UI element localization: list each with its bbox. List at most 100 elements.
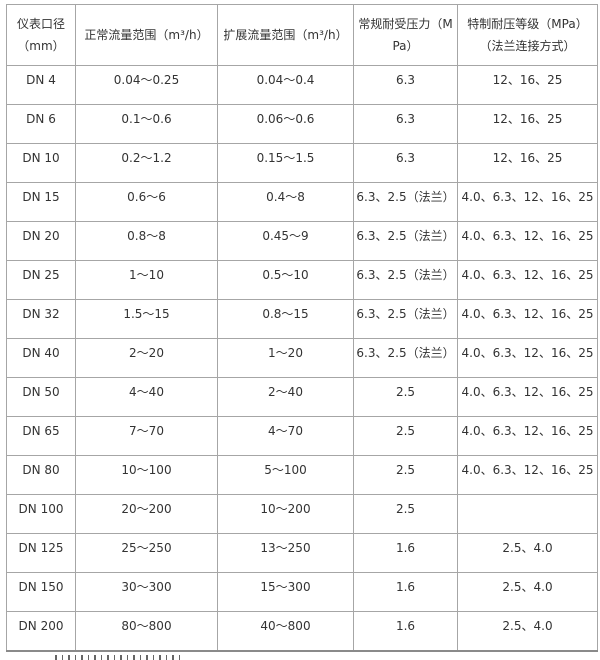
cell-diameter: DN 40 (6, 338, 76, 378)
cell-diameter: DN 200 (6, 611, 76, 652)
cell-extended-flow-range: 0.45～9 (217, 221, 354, 261)
cell-diameter: DN 150 (6, 572, 76, 612)
header-row: 仪表口径（mm） 正常流量范围（m³/h） 扩展流量范围（m³/h） 常规耐受压… (6, 4, 598, 66)
table-row: DN 125 25～250 13～250 1.6 2.5、4.0 (6, 533, 598, 573)
cell-normal-flow-range: 2～20 (75, 338, 218, 378)
cell-extended-flow-range: 5～100 (217, 455, 354, 495)
cell-extended-flow-range: 0.06～0.6 (217, 104, 354, 144)
cell-special-pressure: 4.0、6.3、12、16、25 (457, 182, 598, 222)
table-row: DN 4 0.04～0.25 0.04～0.4 6.3 12、16、25 (6, 65, 598, 105)
cell-standard-pressure: 2.5 (353, 494, 458, 534)
cell-normal-flow-range: 0.6～6 (75, 182, 218, 222)
cell-standard-pressure: 6.3、2.5（法兰） (353, 221, 458, 261)
table-row: DN 40 2～20 1～20 6.3、2.5（法兰） 4.0、6.3、12、16、25 (6, 338, 598, 378)
cell-extended-flow-range: 10～200 (217, 494, 354, 534)
table-row: DN 10 0.2～1.2 0.15～1.5 6.3 12、16、25 (6, 143, 598, 183)
column-header-special-pressure: 特制耐压等级（MPa）（法兰连接方式） (457, 4, 598, 66)
table-row: DN 25 1～10 0.5～10 6.3、2.5（法兰） 4.0、6.3、12、16、… (6, 260, 598, 300)
cell-standard-pressure: 6.3 (353, 104, 458, 144)
cell-special-pressure (457, 494, 598, 534)
cell-extended-flow-range: 0.5～10 (217, 260, 354, 300)
cell-diameter: DN 4 (6, 65, 76, 105)
flow-meter-spec-table: 仪表口径（mm） 正常流量范围（m³/h） 扩展流量范围（m³/h） 常规耐受压… (6, 4, 598, 652)
column-header-extended-flow-range: 扩展流量范围（m³/h） (217, 4, 354, 66)
table-row: DN 6 0.1～0.6 0.06～0.6 6.3 12、16、25 (6, 104, 598, 144)
cell-normal-flow-range: 7～70 (75, 416, 218, 456)
cell-special-pressure: 4.0、6.3、12、16、25 (457, 377, 598, 417)
cell-extended-flow-range: 13～250 (217, 533, 354, 573)
table-row: DN 15 0.6～6 0.4～8 6.3、2.5（法兰） 4.0、6.3、12、16、… (6, 182, 598, 222)
table-row: DN 80 10～100 5～100 2.5 4.0、6.3、12、16、25 (6, 455, 598, 495)
cell-diameter: DN 125 (6, 533, 76, 573)
cell-standard-pressure: 6.3 (353, 65, 458, 105)
cell-normal-flow-range: 1～10 (75, 260, 218, 300)
cell-normal-flow-range: 30～300 (75, 572, 218, 612)
cell-special-pressure: 4.0、6.3、12、16、25 (457, 455, 598, 495)
table-row: DN 150 30～300 15～300 1.6 2.5、4.0 (6, 572, 598, 612)
cell-normal-flow-range: 10～100 (75, 455, 218, 495)
cell-diameter: DN 80 (6, 455, 76, 495)
table-row: DN 32 1.5～15 0.8～15 6.3、2.5（法兰） 4.0、6.3、12、1… (6, 299, 598, 339)
cell-standard-pressure: 2.5 (353, 377, 458, 417)
cell-standard-pressure: 2.5 (353, 416, 458, 456)
table-row: DN 100 20～200 10～200 2.5 (6, 494, 598, 534)
cell-special-pressure: 4.0、6.3、12、16、25 (457, 338, 598, 378)
cell-diameter: DN 15 (6, 182, 76, 222)
cell-extended-flow-range: 0.04～0.4 (217, 65, 354, 105)
cell-diameter: DN 6 (6, 104, 76, 144)
cell-extended-flow-range: 0.4～8 (217, 182, 354, 222)
cell-normal-flow-range: 80～800 (75, 611, 218, 652)
cell-special-pressure: 2.5、4.0 (457, 533, 598, 573)
column-header-normal-flow-range: 正常流量范围（m³/h） (75, 4, 218, 66)
clipped-text-fragment (55, 655, 185, 660)
cell-standard-pressure: 6.3、2.5（法兰） (353, 338, 458, 378)
cell-extended-flow-range: 0.8～15 (217, 299, 354, 339)
cell-standard-pressure: 6.3、2.5（法兰） (353, 260, 458, 300)
cell-normal-flow-range: 0.1～0.6 (75, 104, 218, 144)
cell-standard-pressure: 6.3、2.5（法兰） (353, 299, 458, 339)
cell-diameter: DN 10 (6, 143, 76, 183)
cell-extended-flow-range: 15～300 (217, 572, 354, 612)
cell-special-pressure: 4.0、6.3、12、16、25 (457, 221, 598, 261)
cell-diameter: DN 25 (6, 260, 76, 300)
cell-diameter: DN 65 (6, 416, 76, 456)
table-header: 仪表口径（mm） 正常流量范围（m³/h） 扩展流量范围（m³/h） 常规耐受压… (6, 4, 598, 66)
cell-diameter: DN 32 (6, 299, 76, 339)
column-header-diameter: 仪表口径（mm） (6, 4, 76, 66)
cell-normal-flow-range: 0.8～8 (75, 221, 218, 261)
cell-special-pressure: 12、16、25 (457, 65, 598, 105)
cell-normal-flow-range: 0.04～0.25 (75, 65, 218, 105)
cell-diameter: DN 20 (6, 221, 76, 261)
cell-extended-flow-range: 0.15～1.5 (217, 143, 354, 183)
cell-normal-flow-range: 20～200 (75, 494, 218, 534)
cell-normal-flow-range: 4～40 (75, 377, 218, 417)
cell-standard-pressure: 1.6 (353, 533, 458, 573)
cell-extended-flow-range: 1～20 (217, 338, 354, 378)
cell-normal-flow-range: 1.5～15 (75, 299, 218, 339)
column-header-standard-pressure: 常规耐受压力（MPa） (353, 4, 458, 66)
table-row: DN 200 80～800 40～800 1.6 2.5、4.0 (6, 611, 598, 652)
cell-normal-flow-range: 0.2～1.2 (75, 143, 218, 183)
cell-extended-flow-range: 40～800 (217, 611, 354, 652)
cell-special-pressure: 4.0、6.3、12、16、25 (457, 299, 598, 339)
cell-extended-flow-range: 4～70 (217, 416, 354, 456)
cell-special-pressure: 4.0、6.3、12、16、25 (457, 416, 598, 456)
cell-special-pressure: 4.0、6.3、12、16、25 (457, 260, 598, 300)
cell-standard-pressure: 2.5 (353, 455, 458, 495)
table-row: DN 65 7～70 4～70 2.5 4.0、6.3、12、16、25 (6, 416, 598, 456)
cell-special-pressure: 2.5、4.0 (457, 611, 598, 652)
cell-standard-pressure: 1.6 (353, 572, 458, 612)
cell-extended-flow-range: 2～40 (217, 377, 354, 417)
cell-diameter: DN 50 (6, 377, 76, 417)
cell-standard-pressure: 6.3 (353, 143, 458, 183)
cell-special-pressure: 12、16、25 (457, 143, 598, 183)
table-row: DN 50 4～40 2～40 2.5 4.0、6.3、12、16、25 (6, 377, 598, 417)
cell-diameter: DN 100 (6, 494, 76, 534)
cell-standard-pressure: 1.6 (353, 611, 458, 652)
table-row: DN 20 0.8～8 0.45～9 6.3、2.5（法兰） 4.0、6.3、12、16… (6, 221, 598, 261)
cell-special-pressure: 2.5、4.0 (457, 572, 598, 612)
cell-special-pressure: 12、16、25 (457, 104, 598, 144)
cell-normal-flow-range: 25～250 (75, 533, 218, 573)
cell-standard-pressure: 6.3、2.5（法兰） (353, 182, 458, 222)
